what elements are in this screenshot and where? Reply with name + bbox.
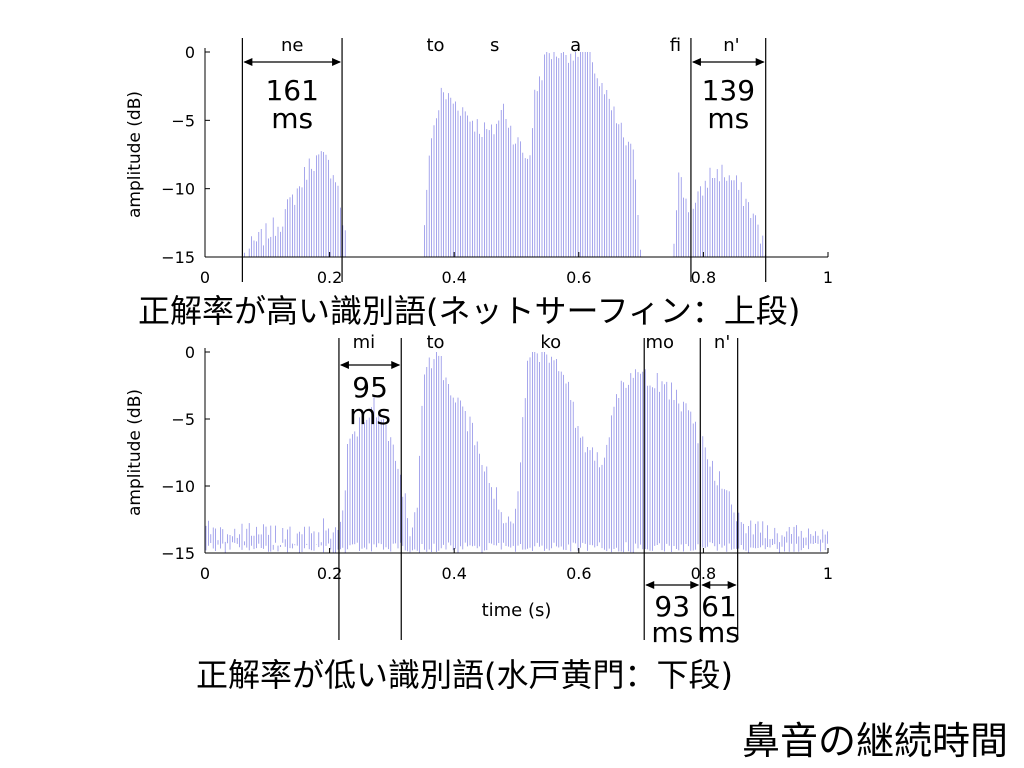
phoneme-label: a [570, 35, 581, 56]
phoneme-label: n' [714, 332, 730, 353]
x-tick-label: 0.6 [566, 564, 591, 583]
duration-value: 95 [352, 371, 388, 404]
duration-unit: ms [349, 398, 391, 431]
arrow-head-left [339, 361, 349, 369]
x-tick-label: 0.2 [317, 564, 342, 583]
duration-value: 93 [654, 590, 690, 623]
y-tick-label: −15 [161, 248, 195, 267]
upper-chart-caption: 正解率が高い識別語(ネットサーフィン：上段) [138, 292, 801, 330]
arrow-head-left [691, 58, 701, 66]
x-tick-label: 0.2 [317, 268, 342, 287]
phoneme-label: n' [723, 35, 739, 56]
duration-value: 161 [265, 74, 318, 107]
phoneme-label: ko [540, 332, 561, 353]
y-tick-label: 0 [185, 343, 195, 362]
arrow-head-right [755, 58, 765, 66]
arrow-head-right [391, 361, 401, 369]
phoneme-label: to [426, 332, 444, 353]
y-tick-label: −10 [161, 477, 195, 496]
arrow-head-right [727, 581, 737, 589]
phoneme-label: fi [670, 35, 681, 56]
arrow-head-right [332, 58, 342, 66]
phoneme-label: ne [281, 35, 303, 56]
y-tick-label: −5 [171, 410, 195, 429]
slide-title: 鼻音の継続時間 [741, 719, 1008, 763]
duration-unit: ms [698, 616, 740, 649]
lower-chart: 0 −5 −10 −15 0 0.2 0.4 0.6 0.8 1 amplitude (dB) tim… [125, 332, 833, 649]
arrow-head-left [701, 581, 711, 589]
upper-chart: 0 −5 −10 −15 0 0.2 0.4 0.6 0.8 1 amplitude (dB) ne t… [125, 35, 833, 287]
waveform [205, 352, 828, 553]
phoneme-label: mo [646, 332, 675, 353]
y-tick-label: 0 [185, 43, 195, 62]
phoneme-label: to [426, 35, 444, 56]
x-tick-label: 0.4 [441, 564, 466, 583]
duration-unit: ms [271, 102, 313, 135]
x-axis-label: time (s) [482, 600, 552, 621]
x-tick-label: 0.8 [691, 268, 716, 287]
lower-chart-caption: 正解率が低い識別語(水戸黄門：下段) [196, 656, 733, 694]
arrow-head-left [243, 58, 253, 66]
waveform [244, 52, 766, 257]
duration-value: 139 [702, 74, 755, 107]
arrow-head-left [645, 581, 655, 589]
y-tick-label: −10 [161, 180, 195, 199]
duration-unit: ms [651, 616, 693, 649]
y-axis-label: amplitude (dB) [125, 91, 145, 218]
phoneme-label: s [490, 35, 499, 56]
x-tick-label: 0 [200, 268, 210, 287]
y-axis-label: amplitude (dB) [125, 389, 145, 516]
arrow-head-right [690, 581, 700, 589]
duration-value: 61 [701, 590, 737, 623]
phoneme-label: mi [353, 332, 376, 353]
x-tick-label: 0.8 [691, 564, 716, 583]
y-tick-label: −5 [171, 111, 195, 130]
y-tick-label: −15 [161, 544, 195, 563]
x-tick-label: 1 [823, 268, 833, 287]
x-tick-label: 0.4 [441, 268, 466, 287]
x-tick-label: 0.6 [566, 268, 591, 287]
duration-unit: ms [707, 102, 749, 135]
x-tick-label: 1 [823, 564, 833, 583]
x-tick-label: 0 [200, 564, 210, 583]
